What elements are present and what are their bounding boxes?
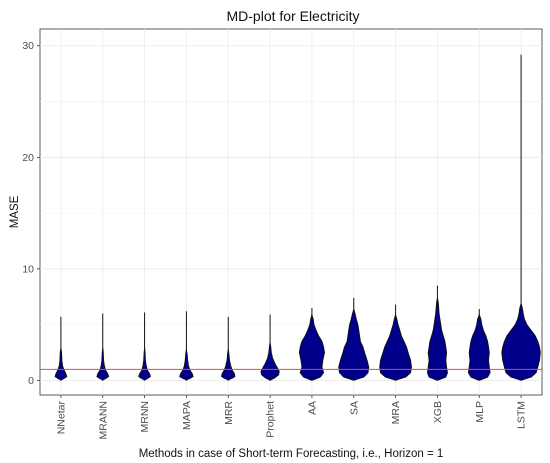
violin-body — [221, 348, 236, 381]
x-axis: NNetar MRANN MRNN MAPA MRR Prophet AA SA MRA XGB M… — [55, 395, 528, 440]
y-tick-label: 0 — [28, 375, 34, 387]
violin-mlp — [467, 309, 491, 381]
x-tick-label: MRANN — [97, 401, 109, 440]
violin-mapa — [179, 311, 194, 381]
violin-xgb — [426, 285, 448, 381]
violin-body — [298, 314, 325, 381]
x-tick-label: SA — [348, 401, 360, 415]
x-tick-label: MRR — [223, 401, 235, 425]
x-tick-label: MLP — [474, 401, 486, 423]
x-tick-label: AA — [306, 401, 318, 415]
violin-body — [96, 347, 110, 381]
violin-mra — [379, 304, 412, 381]
violin-body — [260, 342, 280, 381]
violins — [54, 54, 541, 381]
chart-title: MD-plot for Electricity — [226, 8, 359, 24]
x-axis-title: Methods in case of Short-term Forecastin… — [139, 448, 444, 460]
violin-body — [501, 303, 541, 381]
y-tick-label: 30 — [22, 40, 34, 52]
violin-body — [338, 308, 370, 381]
x-tick-label: NNetar — [55, 401, 67, 435]
violin-body — [379, 314, 412, 381]
x-tick-label: MRA — [390, 401, 402, 424]
violin-body — [467, 314, 491, 381]
violin-mrnn — [138, 312, 151, 381]
violin-aa — [298, 307, 325, 381]
violin-body — [138, 347, 151, 381]
x-tick-label: Prophet — [265, 401, 277, 438]
x-tick-label: XGB — [432, 401, 444, 423]
x-tick-label: LSTM — [516, 401, 528, 429]
violin-body — [426, 297, 448, 381]
y-axis: 0 10 20 30 — [22, 40, 40, 387]
y-tick-label: 10 — [22, 263, 34, 275]
violin-lstm — [501, 54, 541, 381]
x-tick-label: MAPA — [181, 401, 193, 430]
violin-body — [54, 347, 68, 381]
violin-sa — [338, 297, 370, 381]
y-axis-title: MASE — [9, 195, 21, 228]
x-tick-label: MRNN — [139, 401, 151, 433]
plot-panel — [39, 28, 543, 396]
y-tick-label: 20 — [22, 152, 34, 164]
violin-body — [179, 348, 194, 381]
